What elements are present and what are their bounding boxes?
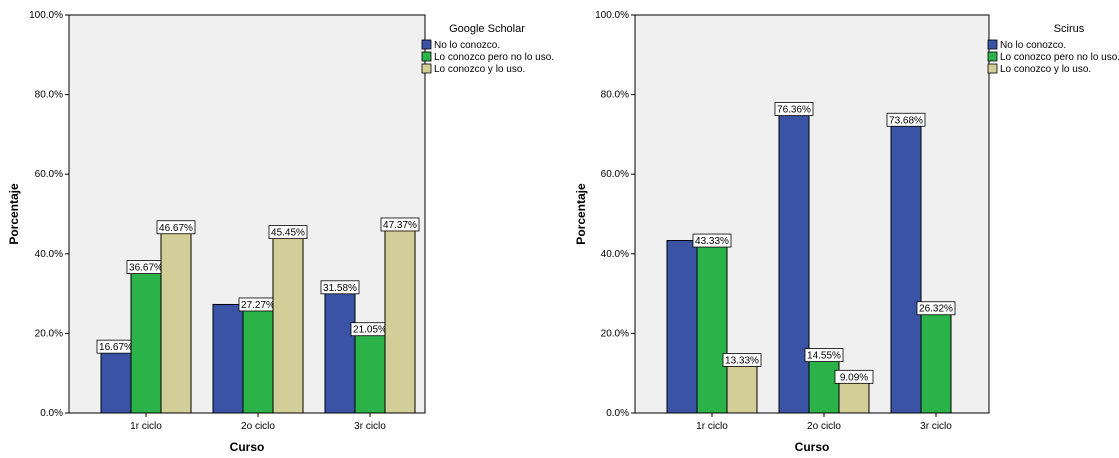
bar-3-3 <box>384 223 416 414</box>
legend-label-3: Lo conozco y lo uso. <box>1000 64 1091 75</box>
x-tick-label: 3r ciclo <box>920 421 952 432</box>
bar-3-2 <box>920 307 952 414</box>
y-tick-label: 60.0% <box>35 169 63 180</box>
data-label-box <box>380 217 420 232</box>
x-axis-title: Curso <box>230 440 265 453</box>
data-label: 16.67% <box>99 342 133 353</box>
data-label: 9.09% <box>840 372 868 383</box>
data-label-box <box>886 112 926 127</box>
data-label: 36.67% <box>129 263 163 274</box>
legend-label-2: Lo conozco pero no lo uso. <box>434 52 554 63</box>
x-tick-label: 3r ciclo <box>354 421 386 432</box>
data-label: 13.33% <box>725 355 759 366</box>
y-axis-title: Porcentaje <box>7 183 21 245</box>
x-tick-label: 2o ciclo <box>807 421 841 432</box>
bar-2-3 <box>272 231 304 414</box>
legend-label-1: No lo conozco. <box>1000 40 1066 51</box>
legend-title: Scirus <box>1054 23 1085 35</box>
bar-3-2 <box>354 328 386 414</box>
legend-label-2: Lo conozco pero no lo uso. <box>1000 52 1119 63</box>
bar-1-1 <box>100 346 132 414</box>
data-label-box <box>320 280 360 295</box>
y-tick-label: 0.0% <box>606 408 629 419</box>
bar-2-2 <box>242 303 274 414</box>
data-label: 31.58% <box>323 283 357 294</box>
bar-3-1 <box>890 119 922 414</box>
legend-title: Google Scholar <box>449 23 525 35</box>
y-tick-label: 100.0% <box>29 10 63 21</box>
y-tick-label: 40.0% <box>35 249 63 260</box>
data-label: 73.68% <box>889 115 923 126</box>
bar-3-1 <box>324 286 356 414</box>
bar-2-2 <box>808 354 840 414</box>
bar-2-1 <box>212 303 244 414</box>
legend-label-1: No lo conozco. <box>434 40 500 51</box>
data-label-box <box>804 348 844 362</box>
legend-swatch-1 <box>421 39 432 50</box>
data-label: 14.55% <box>807 351 841 362</box>
data-label: 21.05% <box>353 325 387 336</box>
y-tick-label: 100.0% <box>595 10 629 21</box>
chart-2: 0.0% 20.0% 40.0% 60.0% 80.0% 100.0% 43.33% 13.3… <box>574 10 1119 454</box>
data-label-box <box>834 369 874 384</box>
bar-1-2 <box>130 266 162 414</box>
data-label-box <box>156 220 196 235</box>
legend-swatch-2 <box>421 51 432 62</box>
x-tick-label: 1r ciclo <box>130 421 162 432</box>
y-tick-label: 20.0% <box>35 328 63 339</box>
data-label: 45.45% <box>271 228 305 239</box>
data-label-box <box>916 301 956 316</box>
legend-swatch-3 <box>987 63 998 74</box>
bar-1-3 <box>160 226 192 414</box>
data-label: 76.36% <box>777 105 811 116</box>
data-label: 43.33% <box>695 236 729 247</box>
data-label: 47.37% <box>383 220 417 231</box>
y-tick-label: 60.0% <box>601 169 629 180</box>
y-tick-label: 40.0% <box>601 249 629 260</box>
bar-1-1 <box>666 240 698 414</box>
data-label: 27.27% <box>241 300 275 311</box>
y-axis-title: Porcentaje <box>574 183 588 245</box>
bar-1-3 <box>726 359 758 414</box>
y-tick-label: 80.0% <box>35 90 63 101</box>
data-label-box <box>774 102 814 116</box>
data-label-box <box>692 233 732 248</box>
bar-2-1 <box>778 108 810 414</box>
data-label-box <box>722 353 762 367</box>
chart-1: 0.0% 20.0% 40.0% 60.0% 80.0% 100.0% 16.67% 36.6… <box>7 10 554 454</box>
x-axis-title: Curso <box>795 440 830 453</box>
y-tick-label: 0.0% <box>40 408 63 419</box>
bar-1-2 <box>696 240 728 414</box>
x-tick-label: 1r ciclo <box>696 421 728 432</box>
y-tick-label: 80.0% <box>601 90 629 101</box>
x-tick-label: 2o ciclo <box>241 421 275 432</box>
legend-swatch-1 <box>987 39 998 50</box>
legend-swatch-3 <box>421 63 432 74</box>
data-label: 26.32% <box>919 304 953 315</box>
legend-label-3: Lo conozco y lo uso. <box>434 64 525 75</box>
y-tick-label: 20.0% <box>601 328 629 339</box>
data-label-box <box>268 225 308 240</box>
data-label: 46.67% <box>159 223 193 234</box>
legend-swatch-2 <box>987 51 998 62</box>
